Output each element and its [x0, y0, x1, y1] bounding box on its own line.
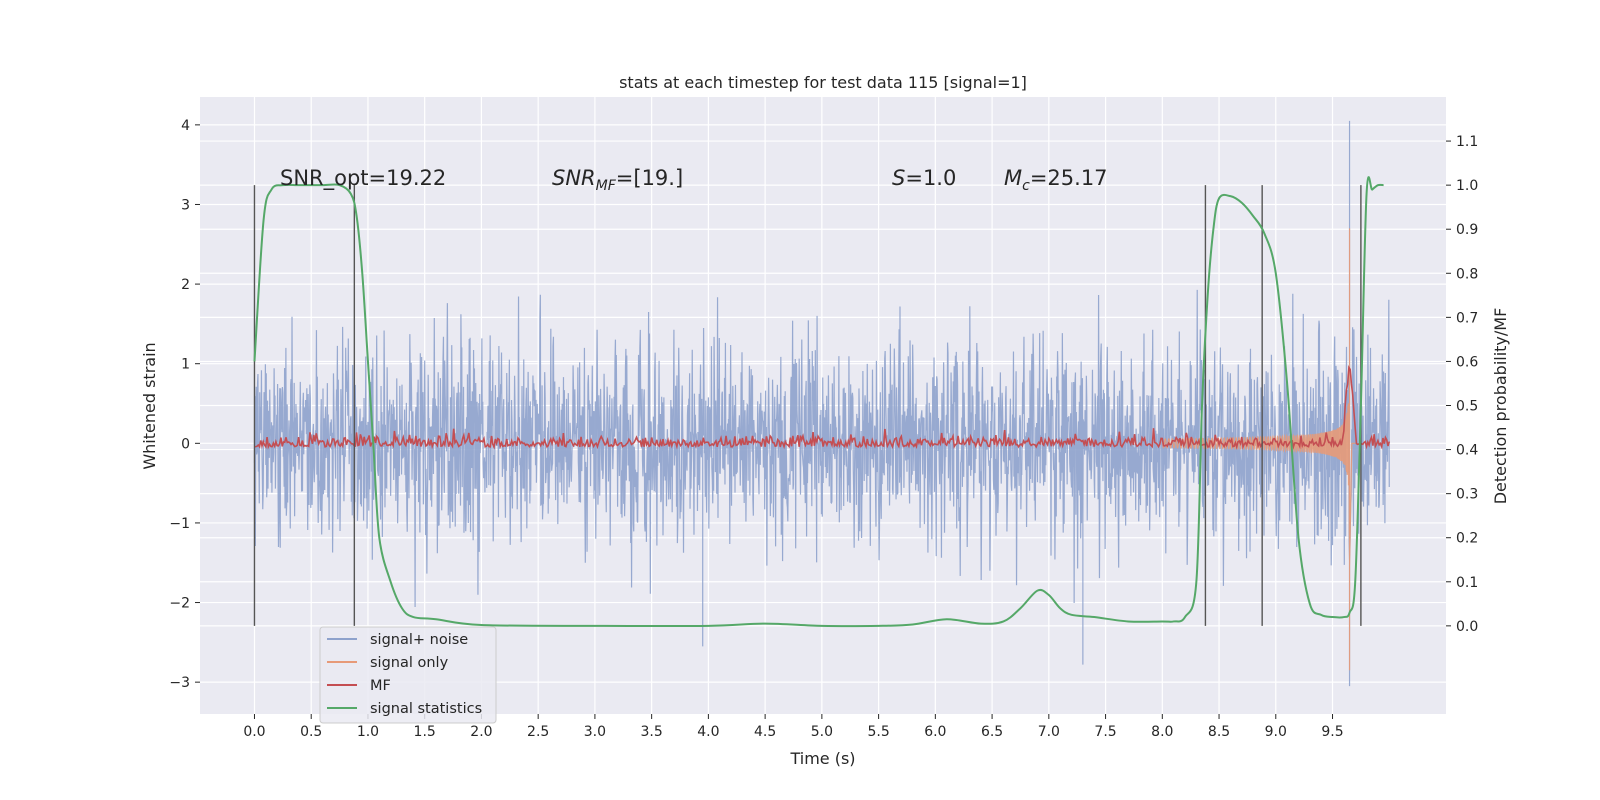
- x-axis-label: Time (s): [789, 749, 855, 768]
- x-tick-label: 5.0: [811, 724, 833, 740]
- y-left-axis-ticks: 4 3 2 1 0 −1 −2 −3: [169, 118, 200, 691]
- y-right-tick-label: 0.3: [1456, 487, 1478, 503]
- x-tick-label: 3.0: [584, 724, 606, 740]
- y-left-tick-label: 3: [181, 197, 190, 213]
- annotation-snr-mf-main: SNR: [552, 166, 596, 190]
- y-left-axis-label: Whitened strain: [140, 342, 159, 469]
- annotation-s-main: S: [892, 166, 905, 190]
- annotation-mc: Mc=25.17: [1004, 166, 1108, 194]
- x-tick-label: 2.0: [470, 724, 492, 740]
- y-right-axis-label: Detection probability/MF: [1491, 308, 1510, 505]
- x-tick-label: 8.5: [1208, 724, 1230, 740]
- legend-label-signal-statistics: signal statistics: [370, 701, 482, 717]
- y-right-tick-label: 0.1: [1456, 575, 1478, 591]
- y-right-tick-label: 0.9: [1456, 222, 1478, 238]
- x-tick-label: 7.0: [1038, 724, 1060, 740]
- y-right-axis-ticks: 1.1 1.0 0.9 0.8 0.7 0.6 0.5 0.4 0.3 0.2 0.1 0.0: [1446, 134, 1478, 635]
- annotation-snr-mf-sub: MF: [596, 178, 617, 194]
- annotation-mc-main: M: [1004, 166, 1022, 190]
- legend-box: [319, 626, 497, 724]
- y-left-tick-label: 4: [181, 118, 190, 134]
- x-tick-label: 6.0: [924, 724, 946, 740]
- y-left-tick-label: −3: [169, 675, 190, 691]
- x-tick-label: 3.5: [641, 724, 663, 740]
- y-right-tick-label: 1.0: [1456, 178, 1478, 194]
- x-tick-label: 7.5: [1094, 724, 1116, 740]
- y-right-tick-label: 0.5: [1456, 399, 1478, 415]
- annotation-snr-opt: SNR_opt=19.22: [280, 166, 446, 191]
- y-right-tick-label: 0.0: [1456, 619, 1478, 635]
- chart-title: stats at each timestep for test data 115…: [619, 73, 1027, 92]
- y-right-tick-label: 1.1: [1456, 134, 1478, 150]
- x-tick-label: 8.0: [1151, 724, 1173, 740]
- x-tick-label: 9.5: [1321, 724, 1343, 740]
- x-axis-ticks: 0.0 0.5 1.0 1.5 2.0 2.5 3.0 3.5 4.0 4.5 5.0 5.5 6.0 6…: [243, 714, 1344, 740]
- y-left-tick-label: −2: [169, 596, 190, 612]
- x-tick-label: 2.5: [527, 724, 549, 740]
- legend: signal+ noise signal only MF signal stat…: [319, 626, 497, 724]
- annotation-snr-mf: SNRMF=[19.]: [552, 166, 683, 194]
- x-tick-label: 4.0: [697, 724, 719, 740]
- y-right-tick-label: 0.6: [1456, 354, 1478, 370]
- legend-label-mf: MF: [370, 678, 391, 694]
- annotation-s-rest: =1.0: [905, 166, 956, 190]
- x-tick-label: 1.5: [414, 724, 436, 740]
- y-left-tick-label: 0: [181, 436, 190, 452]
- y-right-tick-label: 0.4: [1456, 443, 1478, 459]
- x-tick-label: 0.5: [300, 724, 322, 740]
- x-tick-label: 0.0: [243, 724, 265, 740]
- y-right-tick-label: 0.7: [1456, 310, 1478, 326]
- x-tick-label: 9.0: [1265, 724, 1287, 740]
- x-tick-label: 6.5: [981, 724, 1003, 740]
- y-right-tick-label: 0.8: [1456, 266, 1478, 282]
- legend-label-signal-noise: signal+ noise: [370, 632, 468, 648]
- x-tick-label: 5.5: [867, 724, 889, 740]
- y-right-tick-label: 0.2: [1456, 531, 1478, 547]
- x-tick-label: 1.0: [357, 724, 379, 740]
- y-left-tick-label: −1: [169, 516, 190, 532]
- y-left-tick-label: 2: [181, 277, 190, 293]
- annotation-mc-rest: =25.17: [1030, 166, 1108, 190]
- plot-area: [253, 120, 1391, 687]
- y-left-tick-label: 1: [181, 357, 190, 373]
- legend-label-signal-only: signal only: [370, 655, 449, 671]
- series-signal-statistics: [253, 176, 1384, 628]
- annotation-snr-mf-rest: =[19.]: [616, 166, 683, 190]
- x-tick-label: 4.5: [754, 724, 776, 740]
- annotation-s: S=1.0: [892, 166, 956, 190]
- annotation-mc-sub: c: [1022, 178, 1030, 194]
